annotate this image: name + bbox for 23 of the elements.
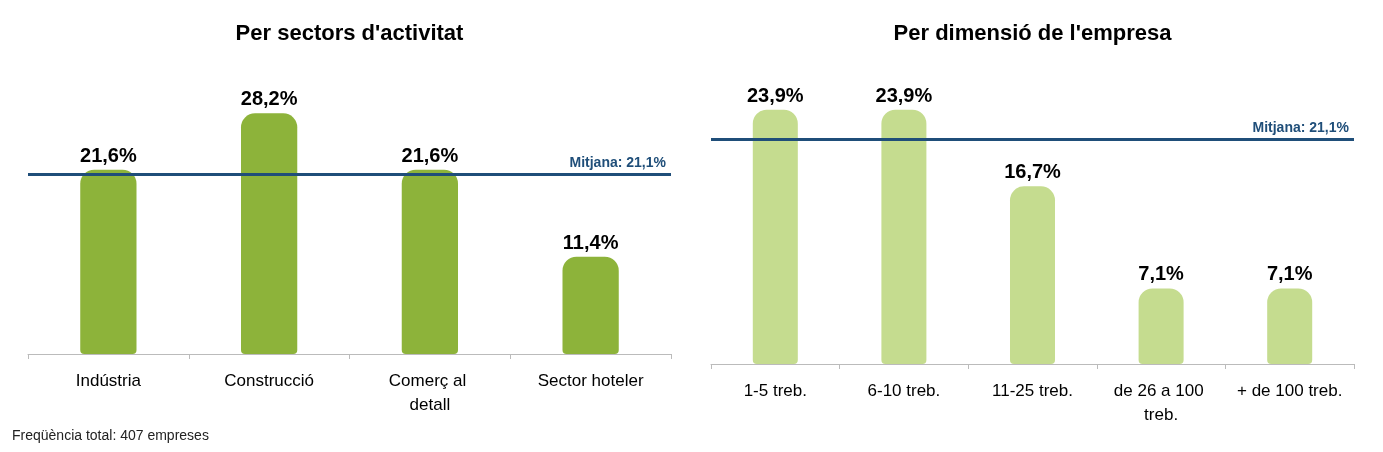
x-tick-label: Indústria [75,370,142,390]
ref-line-label: Mitjana: 21,1% [1252,119,1350,136]
text: Freqüència total: 407 empreses [12,427,209,443]
x-tick-label: de 26 a 100 treb. [1113,380,1209,424]
chart-title: Per sectors d'activitat [235,19,465,45]
x-tick-label: + de 100 treb. [1237,380,1343,400]
data-label: 16,7% [1004,160,1062,183]
x-tick-label: 11-25 treb. [992,380,1073,400]
data-label: 21,6% [401,143,459,166]
x-tick-label: Sector hoteler [537,370,644,390]
data-label: 28,2% [240,87,298,110]
data-label: 23,9% [746,83,804,106]
data-label: 7,1% [1266,262,1313,285]
data-label: 11,4% [562,230,619,253]
x-tick-label: Construcció [224,370,315,390]
data-label: 7,1% [1138,262,1185,285]
x-tick-label: 1-5 treb. [743,380,807,400]
data-label: 21,6% [80,143,137,166]
x-tick-label: Comerç al detall [388,370,471,414]
x-tick-label: 6-10 treb. [867,380,941,400]
data-label: 23,9% [875,83,933,106]
chart-title: Per dimensió de l'empresa [893,19,1173,45]
ref-line-label: Mitjana: 21,1% [569,153,667,170]
